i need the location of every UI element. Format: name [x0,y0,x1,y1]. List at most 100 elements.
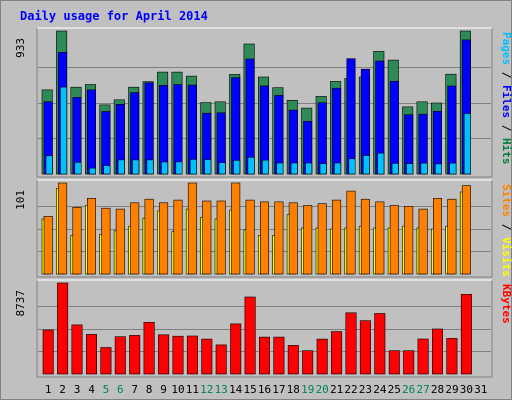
x-tick-label: 18 [287,383,300,396]
bar-files-day-4 [87,89,97,175]
bar-pages-day-17 [276,162,284,175]
x-tick-label: 15 [243,383,256,396]
bar-files-day-21 [332,87,342,175]
bar-kbytes-day-19 [302,350,314,375]
bar-kbytes-day-12 [201,338,213,375]
bar-kbytes-day-4 [86,334,98,375]
bar-kbytes-day-27 [417,338,429,375]
bar-files-day-17 [274,95,284,175]
bar-kbytes-day-20 [316,338,328,375]
x-tick-label: 19 [301,383,314,396]
bar-kbytes-day-29 [446,338,458,375]
series-legend-label: KBytes [500,284,512,324]
bar-sites-day-14 [231,182,241,275]
bar-sites-day-12 [202,200,212,275]
bar-pages-day-11 [189,159,197,175]
bar-sites-day-15 [245,199,255,275]
bar-kbytes-day-9 [158,334,170,375]
bar-sites-day-8 [144,198,154,275]
legend-part: Files [500,85,512,118]
bar-sites-day-30 [461,185,471,275]
bar-sites-day-23 [360,198,370,275]
bar-pages-day-3 [74,162,82,175]
bar-kbytes-day-15 [244,296,256,375]
series-legend-label: Pages / Files / Hits [500,32,512,165]
bar-pages-day-1 [45,155,53,175]
bar-pages-day-2 [60,86,68,175]
bar-sites-day-25 [389,205,399,275]
y-max-label: 933 [14,38,27,58]
bar-kbytes-day-1 [42,329,54,375]
panel-kbytes: 8737 KBytes [14,279,512,378]
bar-pages-day-9 [161,161,169,175]
x-tick-label: 9 [160,383,167,396]
x-tick-label: 7 [131,383,138,396]
bar-kbytes-day-8 [143,321,155,375]
bar-sites-day-16 [259,201,269,275]
x-tick-label: 2 [59,383,66,396]
x-tick-label: 8 [146,383,153,396]
bar-kbytes-day-11 [186,335,198,375]
bar-sites-day-21 [332,199,342,275]
x-tick-label: 29 [445,383,458,396]
bar-pages-day-10 [175,161,183,175]
x-tick-label: 22 [344,383,357,396]
legend-part: / [500,65,512,85]
legend-part: Visits [500,237,512,277]
x-tick-label: 13 [215,383,228,396]
bar-sites-day-5 [101,207,111,275]
legend-part: Pages [500,32,512,65]
x-tick-label: 21 [330,383,343,396]
x-tick-label: 4 [88,383,95,396]
bar-pages-day-30 [463,113,471,175]
x-tick-label: 28 [431,383,444,396]
bar-sites-day-29 [447,198,457,275]
x-tick-label: 3 [74,383,81,396]
bar-files-day-10 [173,84,183,175]
x-tick-label: 16 [258,383,271,396]
bar-sites-day-3 [72,207,82,275]
bar-pages-day-13 [218,162,226,175]
legend-part: Hits [500,138,512,165]
bar-pages-day-8 [146,159,154,175]
bar-kbytes-day-2 [57,282,69,375]
bar-pages-day-7 [132,159,140,175]
bar-pages-day-5 [103,165,111,175]
bar-files-day-22 [346,58,356,175]
bar-kbytes-day-28 [431,328,443,375]
legend-part: / [500,217,512,237]
panel-hits-files-pages: 933 Pages / Files / Hits [14,27,512,178]
bar-sites-day-27 [418,208,428,275]
x-tick-label: 25 [388,383,401,396]
bar-pages-day-27 [420,162,428,175]
legend-part: Sites [500,184,512,217]
x-tick-label: 31 [474,383,487,396]
bar-files-day-29 [447,85,457,175]
bar-kbytes-day-7 [129,335,141,375]
bar-sites-day-11 [187,182,197,275]
bar-kbytes-day-18 [287,345,299,375]
bar-kbytes-day-23 [359,320,371,375]
legend-part: KBytes [500,284,512,324]
chart-title: Daily usage for April 2014 [20,9,208,23]
bar-pages-day-15 [247,157,255,175]
bar-sites-day-10 [173,199,183,275]
bar-kbytes-day-26 [403,350,415,375]
x-tick-label: 10 [171,383,184,396]
bar-sites-day-17 [274,201,284,275]
bar-files-day-14 [231,77,241,175]
bar-pages-day-24 [377,152,385,175]
bar-kbytes-day-16 [258,336,270,375]
x-tick-label: 12 [200,383,213,396]
bar-pages-day-18 [290,162,298,175]
x-tick-label: 17 [272,383,285,396]
bar-kbytes-day-21 [331,331,343,375]
bar-kbytes-day-6 [114,336,126,375]
bar-files-day-5 [101,111,111,175]
bar-sites-day-26 [404,206,414,275]
bar-kbytes-day-3 [71,324,83,375]
bar-files-day-25 [389,81,399,175]
bar-pages-day-29 [449,162,457,175]
bar-pages-day-4 [89,167,97,175]
